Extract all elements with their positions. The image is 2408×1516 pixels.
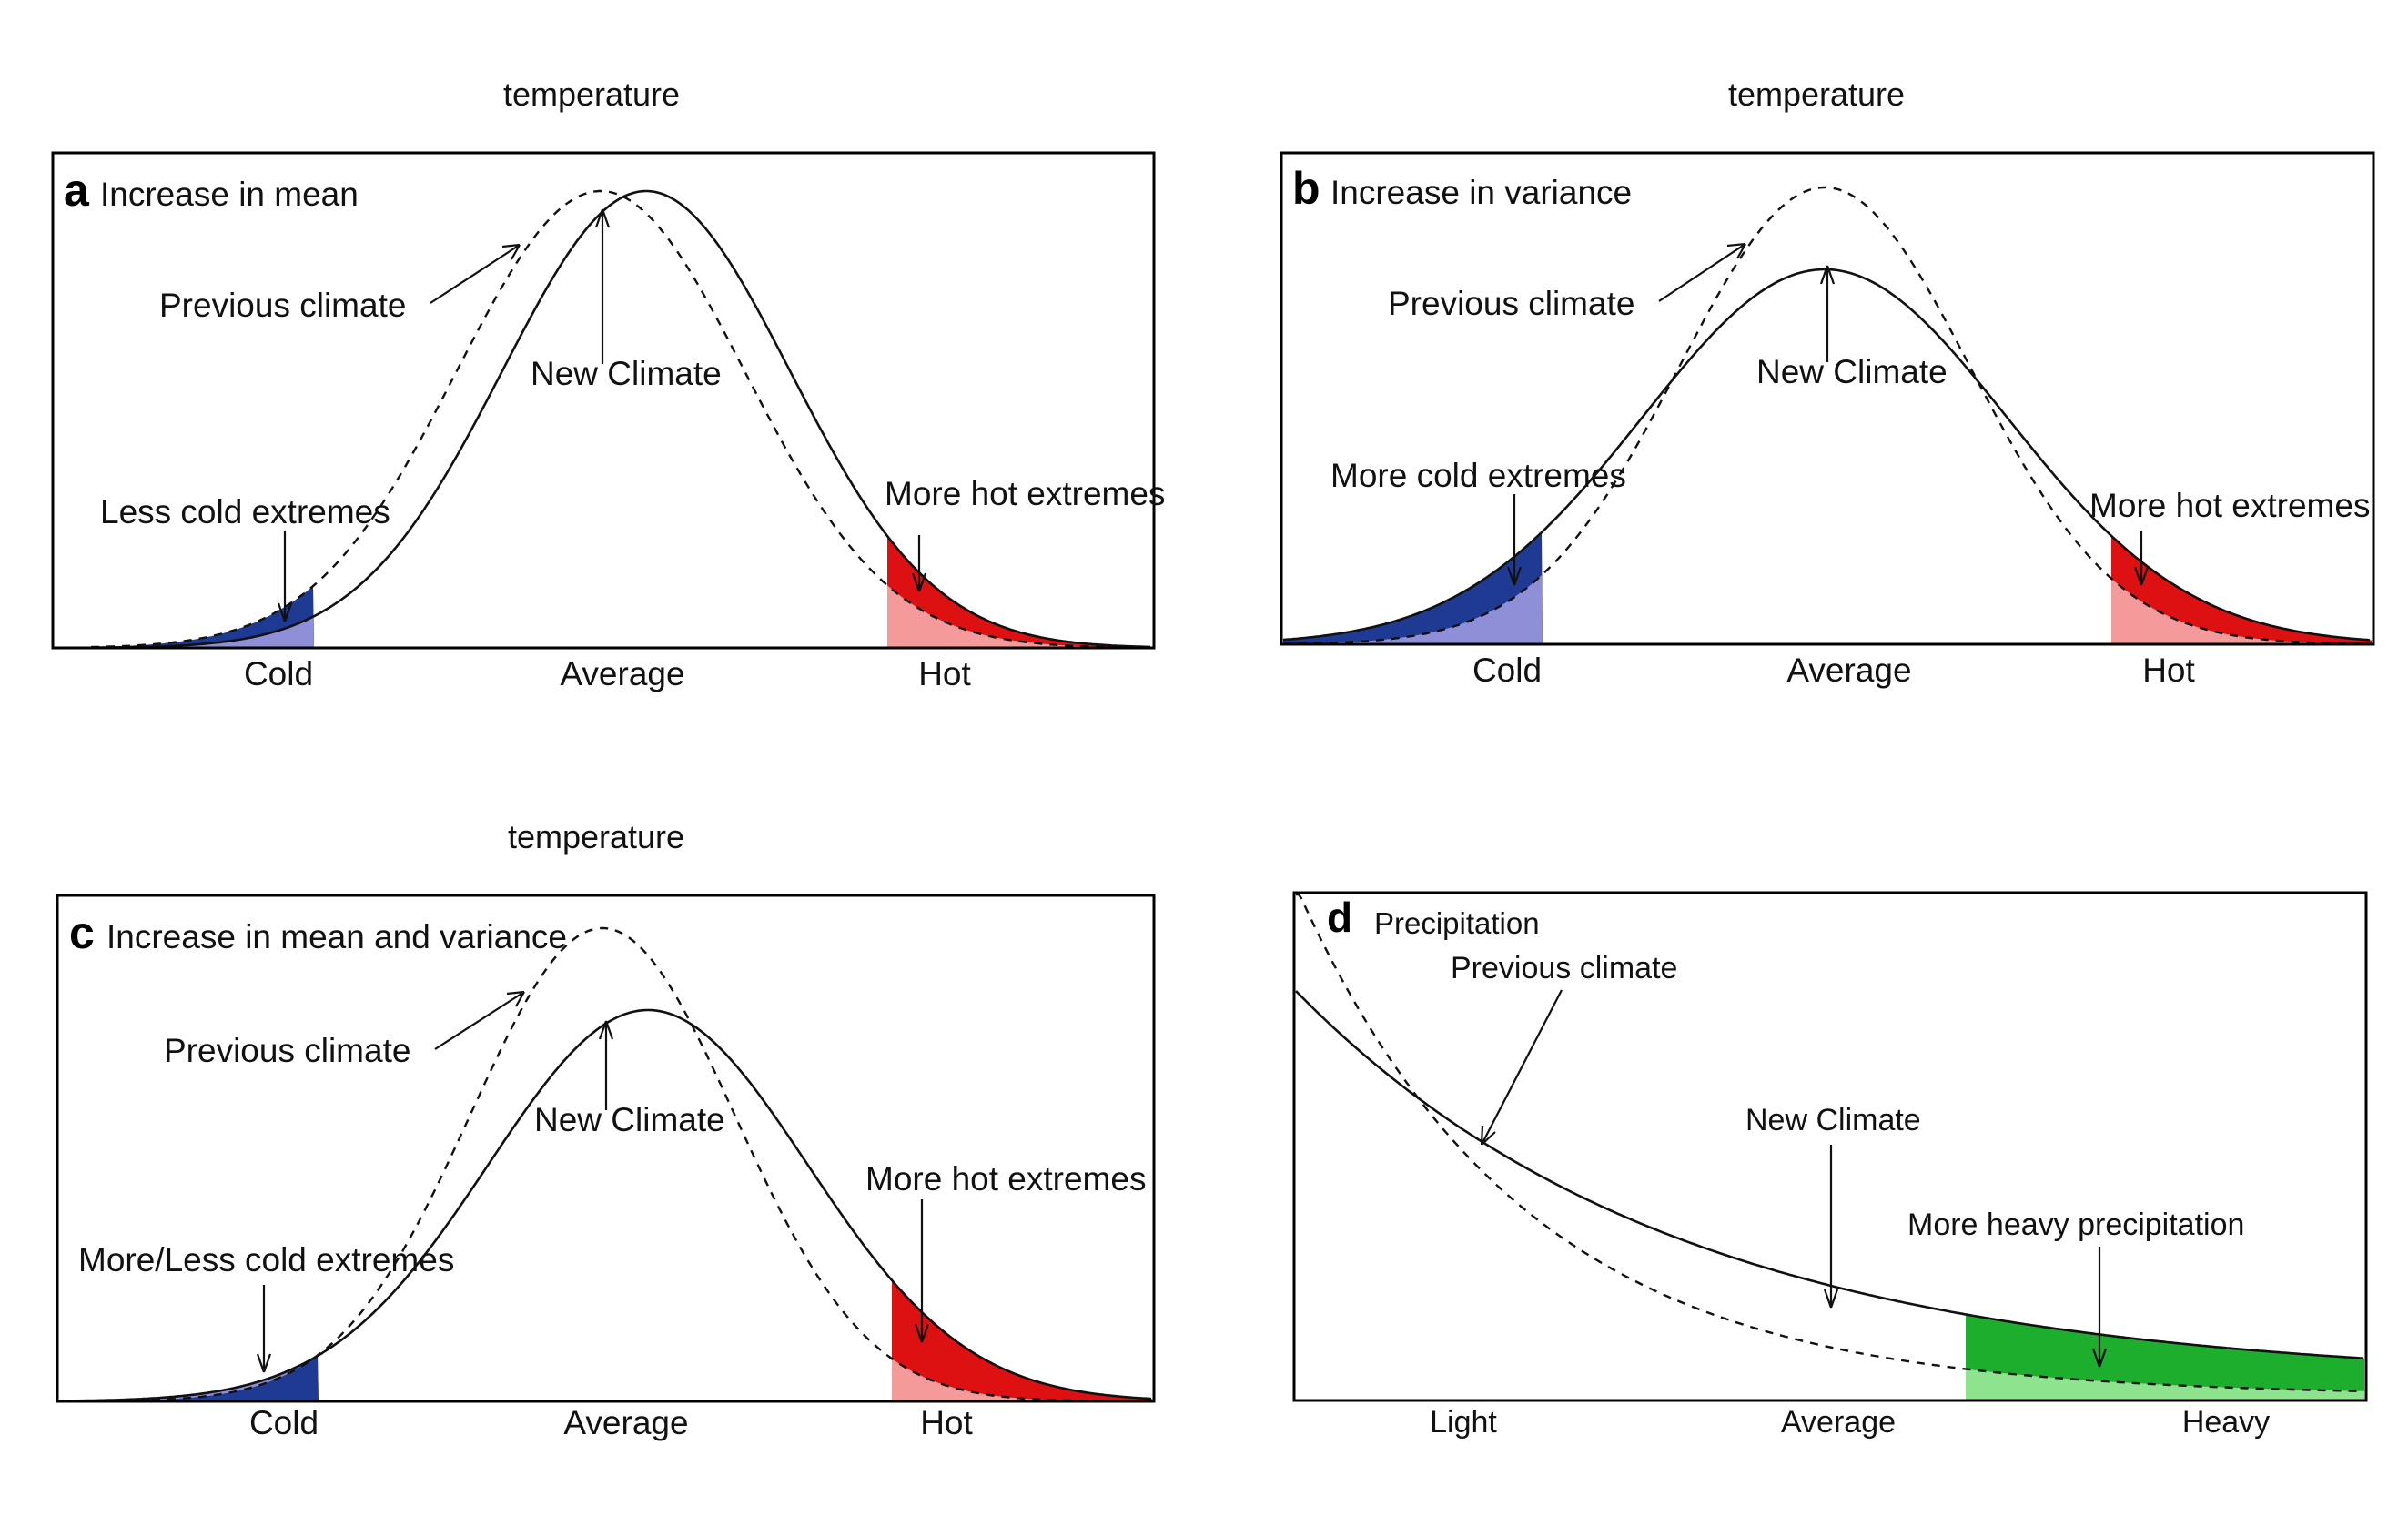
panel-c-cold-arrow bbox=[256, 1285, 272, 1373]
panel-c-frame bbox=[56, 894, 1156, 1403]
panel-a-frame bbox=[51, 151, 1156, 650]
panel-a-tick-average: Average bbox=[560, 655, 684, 692]
panel-d-frame bbox=[1292, 891, 2368, 1402]
panel-b-arrows bbox=[1506, 242, 2150, 586]
panel-b-hot-extremes-label: More hot extremes bbox=[2089, 487, 2370, 524]
b-cold-tail-dark-area bbox=[1283, 532, 1543, 644]
panel-c-hot-extremes-label: More hot extremes bbox=[865, 1160, 1146, 1198]
panel-d-letter: d bbox=[1327, 894, 1352, 941]
panel-c-title: Increase in mean and variance bbox=[106, 918, 567, 955]
panel-b-cold-extremes-label: More cold extremes bbox=[1330, 457, 1626, 494]
panel-a-previous-climate-label: Previous climate bbox=[159, 287, 406, 324]
panel-b-cold-arrow bbox=[1506, 494, 1523, 586]
panel-b-hot-arrow bbox=[2133, 531, 2150, 586]
b-hot-tail-dark-area bbox=[2111, 535, 2372, 644]
panel-c-tick-hot: Hot bbox=[920, 1404, 973, 1441]
panel-c-arrows bbox=[256, 990, 930, 1373]
panel-b-top-label: temperature bbox=[1728, 76, 1905, 113]
panel-c-tick-average: Average bbox=[563, 1404, 688, 1441]
panel-c-tick-cold: Cold bbox=[249, 1404, 319, 1441]
panel-a-title: Increase in mean bbox=[100, 176, 359, 213]
panel-d-title: Precipitation bbox=[1374, 906, 1540, 940]
panel-b-shaded-areas bbox=[1283, 532, 2372, 644]
panel-a-tick-hot: Hot bbox=[918, 655, 971, 692]
panel-d-tick-heavy: Heavy bbox=[2182, 1405, 2270, 1440]
a-hot-tail-light-area bbox=[887, 585, 1152, 648]
panel-a-letter: a bbox=[64, 165, 90, 216]
c-hot-tail-dark-area bbox=[892, 1279, 1152, 1401]
panel-b-new-arrow bbox=[1819, 265, 1836, 362]
a-hot-tail-dark-area bbox=[887, 536, 1152, 648]
panel-c-previous-climate-label: Previous climate bbox=[164, 1032, 410, 1069]
panel-d-heavy-arrow bbox=[2091, 1247, 2108, 1368]
panel-d-new-climate-label: New Climate bbox=[1745, 1103, 1921, 1137]
panel-a-previous-arrow bbox=[430, 243, 521, 304]
panel-b: temperature b Increase in variance Previ… bbox=[1280, 76, 2375, 689]
panel-a-tick-cold: Cold bbox=[244, 655, 313, 692]
panel-c-top-label: temperature bbox=[508, 818, 684, 855]
b-hot-tail-light-area bbox=[2111, 578, 2372, 644]
panel-d-tick-average: Average bbox=[1781, 1405, 1896, 1440]
panel-b-previous-arrow bbox=[1658, 242, 1746, 302]
panel-a: temperature a Increase in mean Previous … bbox=[51, 76, 1165, 692]
a-cold-tail-overlap-area bbox=[91, 616, 314, 648]
panel-c-new-arrow bbox=[598, 1020, 614, 1110]
panel-c-letter: c bbox=[69, 907, 95, 958]
panel-a-hot-extremes-label: More hot extremes bbox=[885, 475, 1165, 512]
panel-d-previous-arrow bbox=[1480, 989, 1563, 1146]
panel-c: temperature c Increase in mean and varia… bbox=[56, 818, 1156, 1441]
panel-b-new-climate-label: New Climate bbox=[1756, 353, 1948, 390]
panel-a-previous-climate-curve bbox=[90, 189, 1151, 649]
panel-d-new-arrow bbox=[1823, 1145, 1839, 1309]
panel-d: d Precipitation Previous climate New Cli… bbox=[1292, 891, 2368, 1440]
panel-a-hot-arrow bbox=[911, 535, 927, 592]
panel-d-previous-climate-curve bbox=[1296, 893, 2364, 1393]
c-hot-tail-light-area bbox=[892, 1359, 1152, 1401]
panel-c-shaded-areas bbox=[59, 1279, 1152, 1401]
a-cold-tail-dark-area bbox=[91, 586, 314, 648]
panel-c-cold-extremes-label: More/Less cold extremes bbox=[78, 1241, 454, 1278]
panel-d-previous-climate-label: Previous climate bbox=[1451, 951, 1677, 985]
b-cold-tail-overlap-area bbox=[1283, 575, 1543, 644]
panel-b-tick-cold: Cold bbox=[1472, 652, 1542, 689]
panel-a-new-climate-curve bbox=[91, 189, 1150, 649]
panel-b-previous-climate-label: Previous climate bbox=[1388, 285, 1634, 322]
panel-d-shaded-areas bbox=[1966, 1314, 2364, 1400]
panel-b-previous-climate-curve bbox=[1283, 186, 2370, 645]
panel-a-new-arrow bbox=[594, 208, 611, 364]
panel-c-hot-arrow bbox=[914, 1199, 930, 1343]
panel-b-tick-hot: Hot bbox=[2142, 652, 2195, 689]
panel-b-tick-average: Average bbox=[1786, 652, 1911, 689]
panel-a-new-climate-label: New Climate bbox=[531, 355, 722, 392]
c-cold-tail-dark-area bbox=[59, 1355, 319, 1401]
panel-a-shaded-areas bbox=[91, 536, 1152, 648]
panel-d-heavy-precipitation-label: More heavy precipitation bbox=[1907, 1208, 2244, 1242]
panel-d-arrows bbox=[1480, 989, 2108, 1368]
panel-d-tick-light: Light bbox=[1430, 1405, 1497, 1440]
panel-c-new-climate-label: New Climate bbox=[534, 1101, 725, 1138]
panel-b-frame bbox=[1280, 151, 2375, 646]
panel-c-previous-arrow bbox=[434, 990, 525, 1050]
panel-a-top-label: temperature bbox=[503, 76, 680, 113]
panel-a-cold-extremes-label: Less cold extremes bbox=[100, 493, 390, 531]
panel-b-letter: b bbox=[1292, 163, 1320, 214]
panel-a-cold-arrow bbox=[277, 531, 293, 622]
panel-a-arrows bbox=[277, 208, 927, 622]
panel-d-new-climate-curve bbox=[1295, 990, 2364, 1359]
panel-c-previous-climate-curve bbox=[59, 926, 1151, 1403]
panel-b-title: Increase in variance bbox=[1330, 174, 1632, 211]
